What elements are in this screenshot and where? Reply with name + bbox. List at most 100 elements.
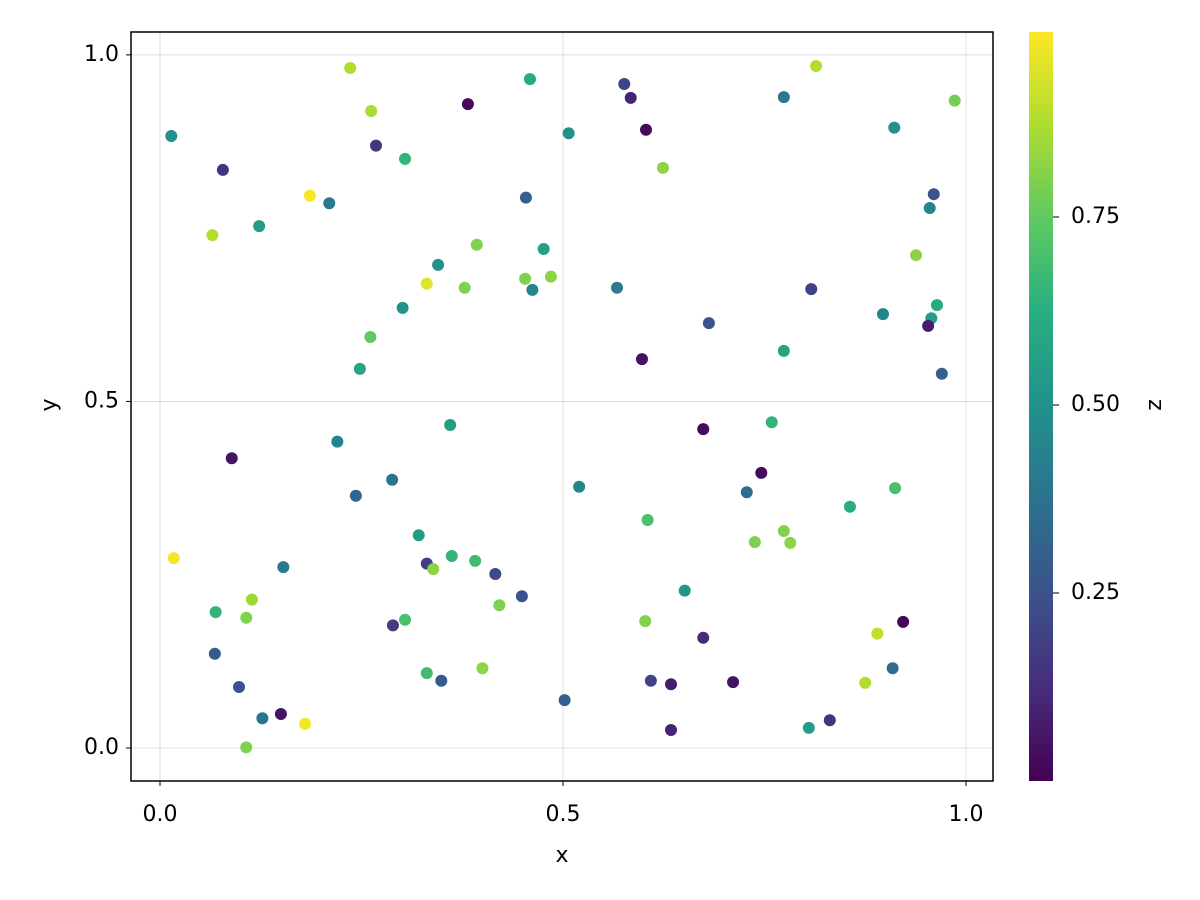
point [476, 662, 489, 675]
point [697, 423, 710, 436]
point [910, 249, 923, 262]
y-tick-label: 0.0 [84, 735, 119, 760]
point [412, 529, 425, 542]
colorbar-label: z [1142, 399, 1167, 411]
point [519, 191, 532, 204]
point [558, 694, 571, 707]
point [823, 714, 836, 727]
colorbar-tick-label: 0.25 [1071, 580, 1120, 605]
point [922, 319, 935, 332]
point [777, 91, 790, 104]
x-tick-label: 0.5 [546, 802, 581, 827]
point [165, 129, 178, 142]
point [843, 500, 856, 513]
point [640, 123, 653, 136]
point [353, 362, 366, 375]
point [678, 584, 691, 597]
point [889, 482, 902, 495]
y-tick-label: 1.0 [84, 42, 119, 67]
point [365, 105, 378, 118]
point [331, 435, 344, 448]
point [299, 717, 312, 730]
point [240, 741, 253, 754]
x-tick-label: 0.0 [143, 802, 178, 827]
colorbar-tick-label: 0.50 [1071, 392, 1120, 417]
point [420, 277, 433, 290]
point [641, 513, 654, 526]
point [256, 712, 269, 725]
point [461, 98, 474, 111]
point [458, 281, 471, 294]
point [233, 681, 246, 694]
point [209, 606, 222, 619]
point [519, 272, 532, 285]
point [167, 552, 180, 565]
point [784, 536, 797, 549]
point [665, 723, 678, 736]
point [386, 619, 399, 632]
point [444, 419, 457, 432]
point [420, 667, 433, 680]
point [740, 486, 753, 499]
plot-frame [130, 31, 994, 782]
point [888, 121, 901, 134]
point [871, 627, 884, 640]
point [303, 189, 316, 202]
point [323, 197, 336, 210]
point [618, 77, 631, 90]
point [253, 220, 266, 233]
point [876, 308, 889, 321]
point [208, 647, 221, 660]
point [923, 202, 936, 215]
point [277, 561, 290, 574]
point [435, 674, 448, 687]
point [274, 708, 287, 721]
point [656, 161, 669, 174]
point [470, 238, 483, 251]
point [544, 270, 557, 283]
point [432, 258, 445, 271]
point [364, 330, 377, 343]
point [526, 283, 539, 296]
point [635, 353, 648, 366]
colorbar [1029, 32, 1053, 781]
point [399, 152, 412, 165]
point [573, 480, 586, 493]
point [515, 590, 528, 603]
point [344, 62, 357, 75]
point [702, 317, 715, 330]
y-axis-label: y [37, 398, 62, 411]
point [349, 489, 362, 502]
point [748, 536, 761, 549]
point [948, 94, 961, 107]
point [935, 367, 948, 380]
point [386, 473, 399, 486]
point [493, 599, 506, 612]
point [624, 91, 637, 104]
point [805, 283, 818, 296]
point [665, 678, 678, 691]
point [765, 416, 778, 429]
y-tick-label: 0.5 [84, 388, 119, 413]
point [810, 59, 823, 72]
x-axis-label: x [555, 843, 568, 868]
point [777, 344, 790, 357]
point [727, 676, 740, 689]
point [427, 563, 440, 576]
point [697, 631, 710, 644]
point [859, 676, 872, 689]
point [611, 281, 624, 294]
point [777, 525, 790, 538]
point [927, 188, 940, 201]
point [537, 242, 550, 255]
point [562, 127, 575, 140]
point [216, 163, 229, 176]
point [445, 550, 458, 563]
point [370, 139, 383, 152]
point [802, 721, 815, 734]
point [644, 674, 657, 687]
point [886, 662, 899, 675]
point [225, 452, 238, 465]
point [240, 611, 253, 624]
